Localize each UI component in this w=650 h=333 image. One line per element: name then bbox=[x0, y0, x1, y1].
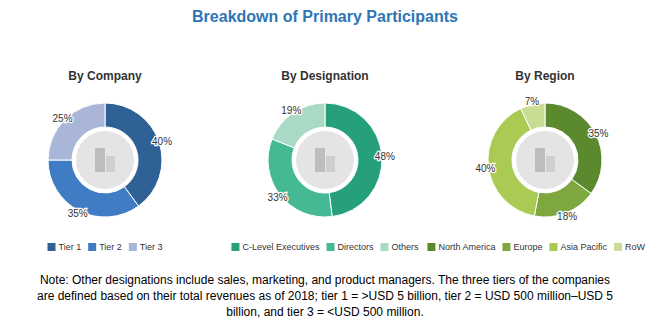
legend-swatch bbox=[129, 243, 137, 251]
data-label: 35% bbox=[68, 208, 88, 219]
legend-swatch bbox=[502, 243, 510, 251]
note-text: Note: Other designations include sales, … bbox=[40, 273, 610, 287]
data-label: 40% bbox=[475, 163, 495, 174]
legend: Tier 1 Tier 2 Tier 3 bbox=[47, 242, 162, 252]
note-text: billion, and tier 3 = <USD 500 million. bbox=[226, 305, 423, 319]
legend-label: Others bbox=[392, 242, 420, 252]
center-icon bbox=[95, 148, 105, 172]
data-label: 40% bbox=[152, 136, 172, 147]
center-icon bbox=[326, 156, 335, 172]
center-icon bbox=[516, 131, 574, 189]
chart-title: By Designation bbox=[281, 69, 368, 83]
data-label: 7% bbox=[525, 96, 540, 107]
legend-swatch bbox=[381, 243, 389, 251]
legend-label: Tier 2 bbox=[99, 242, 122, 252]
data-label: 48% bbox=[375, 151, 395, 162]
donut-chart: By Region 35% 18% 40% 7% North America Europe A… bbox=[427, 69, 645, 252]
legend-label: Directors bbox=[338, 242, 375, 252]
legend-swatch bbox=[47, 243, 55, 251]
legend-swatch bbox=[614, 243, 622, 251]
data-label: 33% bbox=[268, 192, 288, 203]
donut-chart: By Company 40% 35% 25% Tier 1 Tier 2 Tier 3 bbox=[47, 69, 172, 252]
legend-label: Asia Pacific bbox=[560, 242, 607, 252]
legend-label: C-Level Executives bbox=[242, 242, 320, 252]
center-icon bbox=[296, 131, 354, 189]
figure: Breakdown of Primary Participants By Comp… bbox=[0, 0, 650, 333]
data-label: 19% bbox=[281, 105, 301, 116]
chart-title: By Region bbox=[515, 69, 574, 83]
chart-title: By Company bbox=[68, 69, 142, 83]
center-icon bbox=[315, 148, 325, 172]
main-title: Breakdown of Primary Participants bbox=[192, 8, 458, 25]
data-label: 25% bbox=[53, 113, 73, 124]
legend-label: Tier 3 bbox=[140, 242, 163, 252]
center-icon bbox=[76, 131, 134, 189]
legend-label: Europe bbox=[513, 242, 542, 252]
legend-swatch bbox=[88, 243, 96, 251]
donut-chart: By Designation 48% 33% 19% C-Level Executive… bbox=[231, 69, 419, 252]
legend-label: Tier 1 bbox=[58, 242, 81, 252]
data-label: 18% bbox=[557, 211, 577, 222]
legend-swatch bbox=[231, 243, 239, 251]
legend-label: North America bbox=[438, 242, 495, 252]
center-icon bbox=[535, 148, 545, 172]
center-icon bbox=[546, 156, 555, 172]
legend-label: RoW bbox=[625, 242, 646, 252]
legend: C-Level Executives Directors Others bbox=[231, 242, 419, 252]
legend-swatch bbox=[327, 243, 335, 251]
legend-swatch bbox=[549, 243, 557, 251]
center-icon bbox=[106, 156, 115, 172]
data-label: 35% bbox=[588, 128, 608, 139]
legend: North America Europe Asia Pacific RoW bbox=[427, 242, 645, 252]
legend-swatch bbox=[427, 243, 435, 251]
note-text: are defined based on their total revenue… bbox=[37, 289, 613, 303]
